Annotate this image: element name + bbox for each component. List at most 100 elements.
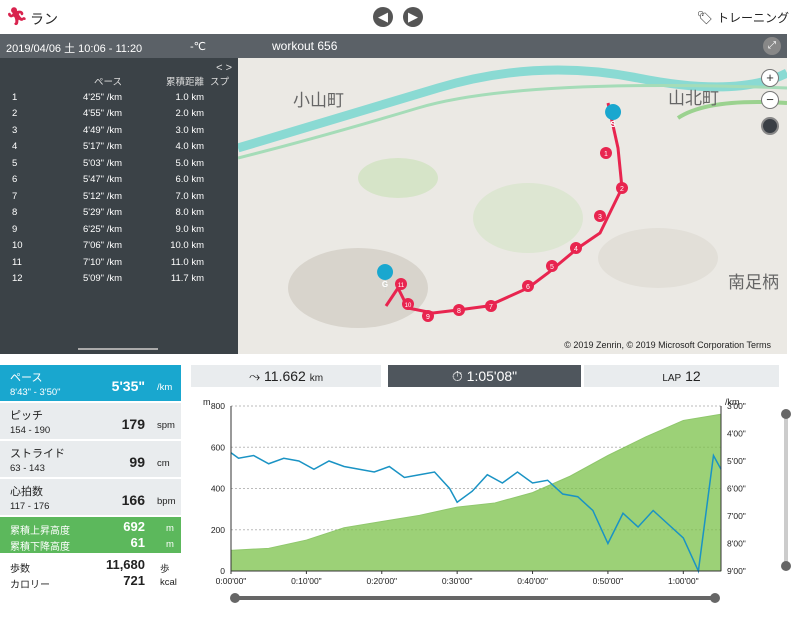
lap-cell-n: 7 bbox=[12, 190, 18, 202]
lap-cell-split bbox=[210, 139, 238, 156]
tab-lap[interactable]: LAP 12 bbox=[584, 365, 779, 387]
stat-descent-unit: m bbox=[166, 539, 174, 550]
col-dist[interactable]: 累積距離 bbox=[165, 76, 204, 88]
stat-pace[interactable]: ペース 8'43" - 3'50" 5'35" /km bbox=[0, 365, 181, 403]
y-right-unit: /km bbox=[725, 397, 740, 407]
y-left-tick-label: 800 bbox=[211, 401, 225, 411]
map-canvas: 1 2 3 4 5 6 7 8 9 10 11 S G bbox=[238, 58, 787, 354]
lap-row[interactable]: 1 4'25" /km 1.0 km bbox=[0, 89, 238, 106]
lap-cell-pace: 5'12" /km bbox=[83, 190, 122, 202]
y-right-tick-label: 7'00" bbox=[727, 511, 746, 521]
lap-cell-pace: 5'09" /km bbox=[83, 273, 122, 285]
x-tick-label: 0:50'00" bbox=[593, 576, 624, 586]
stat-hr-unit: bpm bbox=[157, 496, 176, 507]
stat-pace-range: 8'43" - 3'50" bbox=[10, 387, 61, 398]
stat-stride-unit: cm bbox=[157, 458, 170, 469]
stat-pace-value: 5'35" bbox=[111, 378, 145, 394]
lap-row[interactable]: 5 5'03" /km 5.0 km bbox=[0, 155, 238, 172]
stat-stride[interactable]: ストライド 63 - 143 99 cm bbox=[0, 441, 181, 479]
km-marker-4: 4 bbox=[574, 246, 578, 253]
zoom-out-button[interactable]: − bbox=[761, 91, 779, 109]
lap-cell-dist: 10.0 km bbox=[170, 240, 204, 252]
svg-text:S: S bbox=[610, 120, 616, 129]
map-copyright: © 2019 Zenrin, © 2019 Microsoft Corporat… bbox=[564, 340, 771, 350]
app-title: ラン bbox=[30, 11, 58, 27]
lap-cell-split bbox=[210, 172, 238, 189]
lap-row[interactable]: 6 5'47" /km 6.0 km bbox=[0, 172, 238, 189]
y-right-tick-label: 4'00" bbox=[727, 429, 746, 439]
lap-cell-pace: 7'06" /km bbox=[83, 240, 122, 252]
tab-lap-label: LAP bbox=[662, 373, 682, 384]
lap-row[interactable]: 2 4'55" /km 2.0 km bbox=[0, 106, 238, 123]
x-tick-label: 0:00'00" bbox=[216, 576, 247, 586]
lap-row[interactable]: 12 5'09" /km 11.7 km bbox=[0, 271, 238, 288]
stat-heart-rate[interactable]: 心拍数 117 - 176 166 bpm bbox=[0, 479, 181, 517]
route-map[interactable]: 1 2 3 4 5 6 7 8 9 10 11 S G 小山町 山北町 南足柄 … bbox=[238, 58, 787, 354]
stat-steps-label: 歩数 bbox=[10, 564, 30, 575]
stat-calories-value: 721 bbox=[123, 573, 145, 588]
svg-text:G: G bbox=[382, 280, 388, 289]
km-marker-11: 11 bbox=[398, 283, 405, 289]
y-right-tick-label: 5'00" bbox=[727, 456, 746, 466]
lap-row[interactable]: 10 7'06" /km 10.0 km bbox=[0, 238, 238, 255]
y-left-unit: m bbox=[203, 397, 211, 407]
lap-cell-dist: 3.0 km bbox=[175, 124, 204, 136]
lap-cell-n: 3 bbox=[12, 124, 18, 136]
stat-stride-label: ストライド bbox=[10, 448, 65, 460]
stopwatch-icon: ⏱︎ bbox=[451, 368, 463, 384]
y-right-tick-label: 8'00" bbox=[727, 539, 746, 549]
lap-cell-pace: 4'49" /km bbox=[83, 124, 122, 136]
lap-cell-pace: 5'17" /km bbox=[83, 141, 122, 153]
top-bar: 🏃︎ ラン ◀ ▶ 🏷︎ トレーニング bbox=[0, 0, 799, 34]
x-tick-label: 0:10'00" bbox=[291, 576, 322, 586]
lap-cell-dist: 2.0 km bbox=[175, 108, 204, 120]
col-pace[interactable]: ペース bbox=[93, 76, 122, 88]
lap-cell-split bbox=[210, 254, 238, 271]
lap-cell-pace: 6'25" /km bbox=[83, 223, 122, 235]
y-right-tick-label: 6'00" bbox=[727, 484, 746, 494]
y-left-tick-label: 200 bbox=[211, 525, 225, 535]
workout-header: 2019/04/06 土 10:06 - 11:20 -℃ workout 65… bbox=[0, 34, 787, 58]
lap-cell-n: 9 bbox=[12, 223, 18, 235]
workout-chart[interactable]: m/km 800 600 400 200 0 3'00" 4'00" 5'00" 6'00" 7'0… bbox=[191, 396, 786, 611]
lap-cell-pace: 4'25" /km bbox=[83, 91, 122, 103]
lap-cell-n: 1 bbox=[12, 91, 18, 103]
compass-icon[interactable] bbox=[761, 117, 779, 135]
lap-row[interactable]: 7 5'12" /km 7.0 km bbox=[0, 188, 238, 205]
map-label-yamakita: 山北町 bbox=[668, 89, 719, 108]
lap-cell-dist: 6.0 km bbox=[175, 174, 204, 186]
lap-scroll-indicator[interactable] bbox=[78, 348, 158, 350]
lap-cell-dist: 11.7 km bbox=[170, 273, 204, 285]
stat-descent-label: 累積下降高度 bbox=[10, 542, 70, 553]
stat-ascent-label: 累積上昇高度 bbox=[10, 526, 70, 537]
lap-cell-split bbox=[210, 238, 238, 255]
stat-elevation[interactable]: 累積上昇高度 692 m 累積下降高度 61 m bbox=[0, 517, 181, 555]
x-tick-label: 0:20'00" bbox=[366, 576, 397, 586]
lap-row[interactable]: 4 5'17" /km 4.0 km bbox=[0, 139, 238, 156]
stats-sidebar: ペース 8'43" - 3'50" 5'35" /km ピッチ 154 - 19… bbox=[0, 365, 187, 593]
lap-cell-pace: 5'47" /km bbox=[83, 174, 122, 186]
lap-cell-n: 11 bbox=[12, 256, 22, 268]
chart-horizontal-scrollbar[interactable] bbox=[230, 591, 720, 603]
lap-row[interactable]: 8 5'29" /km 8.0 km bbox=[0, 205, 238, 222]
tab-time[interactable]: ⏱︎ 1:05'08" bbox=[388, 365, 581, 387]
col-split[interactable]: スプ bbox=[210, 76, 230, 88]
workout-name: workout 656 bbox=[272, 39, 338, 53]
stat-ascent-unit: m bbox=[166, 523, 174, 534]
chart-vertical-scrollbar[interactable] bbox=[781, 408, 791, 572]
lap-row[interactable]: 11 7'10" /km 11.0 km bbox=[0, 254, 238, 271]
next-workout-button[interactable]: ▶ bbox=[403, 7, 423, 27]
lap-row[interactable]: 9 6'25" /km 9.0 km bbox=[0, 221, 238, 238]
lap-row[interactable]: 3 4'49" /km 3.0 km bbox=[0, 122, 238, 139]
zoom-in-button[interactable]: + bbox=[761, 69, 779, 87]
prev-workout-button[interactable]: ◀ bbox=[373, 7, 393, 27]
lap-cell-n: 10 bbox=[12, 240, 23, 252]
tag-icon: 🏷︎ bbox=[696, 10, 713, 25]
lap-scroll-arrows[interactable]: < > bbox=[216, 62, 232, 74]
training-link[interactable]: 🏷︎ トレーニング bbox=[696, 9, 789, 26]
tab-distance[interactable]: ⤳ 11.662 km bbox=[191, 365, 381, 387]
fullscreen-icon[interactable]: ⤢ bbox=[763, 37, 781, 55]
stat-pitch[interactable]: ピッチ 154 - 190 179 spm bbox=[0, 403, 181, 441]
tab-distance-value: 11.662 bbox=[264, 368, 306, 384]
workout-panel: 2019/04/06 土 10:06 - 11:20 -℃ workout 65… bbox=[0, 34, 787, 354]
